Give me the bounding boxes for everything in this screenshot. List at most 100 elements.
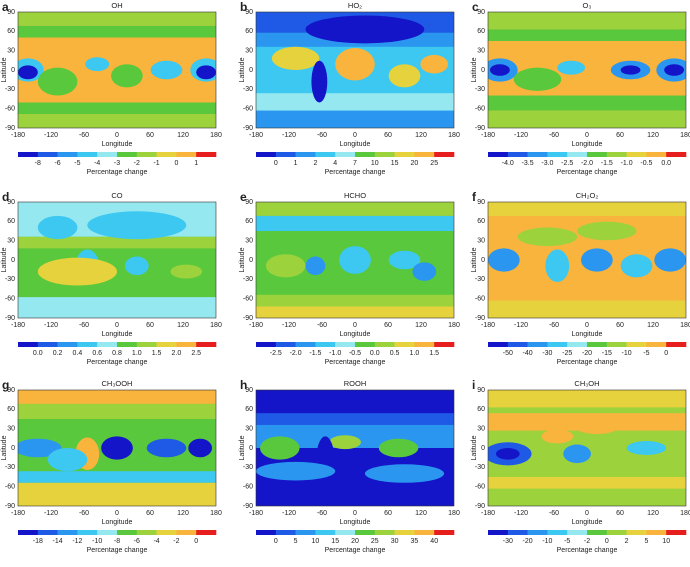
colorbar-tick-label: 2.5	[191, 350, 201, 357]
contour-region	[364, 464, 445, 483]
colorbar-tick-label: 0.0	[370, 350, 380, 357]
contour-region	[626, 441, 667, 455]
y-tick-label: -90	[5, 503, 15, 510]
panel-title: CO	[111, 191, 122, 200]
contour-band	[18, 25, 216, 38]
x-tick-label: -120	[514, 132, 528, 139]
y-axis-label: Latitude	[1, 435, 8, 460]
colorbar-segment	[37, 530, 58, 535]
map-field	[256, 390, 454, 506]
colorbar-segment	[414, 152, 435, 157]
colorbar-segment	[567, 530, 588, 535]
y-tick-label: -30	[475, 276, 485, 283]
x-tick-label: 180	[210, 132, 222, 139]
colorbar-tick-label: 40	[430, 538, 438, 545]
colorbar-tick-label: 0.0	[661, 160, 671, 167]
contour-region	[495, 448, 520, 460]
y-axis-label: Latitude	[471, 435, 478, 460]
y-tick-label: -90	[243, 503, 253, 510]
colorbar-label: Percentage change	[325, 547, 386, 554]
colorbar-label: Percentage change	[325, 359, 386, 366]
colorbar-tick-label: -14	[53, 538, 63, 545]
x-tick-label: 180	[448, 322, 460, 329]
y-tick-label: 0	[249, 445, 253, 452]
colorbar-segment	[57, 342, 78, 347]
x-tick-label: -120	[44, 510, 58, 517]
y-tick-label: -60	[475, 106, 485, 113]
colorbar-segment	[527, 530, 548, 535]
colorbar-tick-label: 0.5	[390, 350, 400, 357]
x-tick-label: -120	[282, 322, 296, 329]
y-tick-label: 90	[477, 387, 485, 394]
y-tick-label: 0	[11, 445, 15, 452]
colorbar-segment	[488, 530, 509, 535]
contour-band	[256, 93, 454, 111]
x-axis-label: Longitude	[572, 331, 603, 338]
colorbar-segment	[97, 530, 118, 535]
colorbar-tick-label: -5	[74, 160, 80, 167]
contour-band	[488, 390, 686, 408]
colorbar-segment	[18, 152, 39, 157]
colorbar-segment	[136, 342, 157, 347]
colorbar-tick-label: 25	[371, 538, 379, 545]
contour-region	[259, 436, 300, 460]
colorbar-tick-label: 0	[274, 160, 278, 167]
y-tick-label: 60	[7, 218, 15, 225]
colorbar-tick-label: 15	[391, 160, 399, 167]
x-tick-label: 60	[146, 132, 154, 139]
colorbar-segment	[434, 530, 455, 535]
contour-region	[265, 254, 306, 278]
map-field	[488, 202, 686, 318]
x-tick-label: 0	[353, 132, 357, 139]
x-tick-label: 120	[177, 510, 189, 517]
contour-region	[85, 57, 110, 72]
panel-letter: f	[472, 190, 477, 204]
colorbar-tick-label: -1.0	[621, 160, 633, 167]
y-tick-label: -60	[243, 296, 253, 303]
y-tick-label: -60	[243, 106, 253, 113]
colorbar-segment	[666, 152, 687, 157]
colorbar-segment	[646, 152, 667, 157]
x-tick-label: -120	[44, 322, 58, 329]
map-field	[18, 202, 216, 318]
y-tick-label: -30	[243, 276, 253, 283]
colorbar-tick-label: -20	[523, 538, 533, 545]
colorbar-label: Percentage change	[557, 359, 618, 366]
contour-band	[488, 110, 686, 128]
colorbar-tick-label: 2	[625, 538, 629, 545]
colorbar-label: Percentage change	[87, 359, 148, 366]
contour-region	[420, 54, 449, 74]
colorbar-segment	[355, 530, 376, 535]
contour-region	[541, 429, 574, 444]
colorbar-tick-label: -10	[92, 538, 102, 545]
colorbar-tick-label: 10	[662, 538, 670, 545]
panel-title: O₃	[583, 1, 592, 10]
colorbar-segment	[587, 342, 608, 347]
colorbar-tick-label: 0	[194, 538, 198, 545]
contour-region	[513, 67, 562, 91]
panel: f CH₂O₂ 90 60 30 0 -30 -60 -90-180 -120 -60 0 60 120 1…	[471, 190, 690, 366]
colorbar-tick-label: 0.8	[112, 350, 122, 357]
colorbar-segment	[606, 152, 627, 157]
x-tick-label: -60	[549, 132, 559, 139]
y-tick-label: 60	[245, 406, 253, 413]
contour-band	[256, 215, 454, 231]
contour-band	[18, 114, 216, 128]
y-tick-label: -90	[5, 125, 15, 132]
y-tick-label: -30	[243, 86, 253, 93]
colorbar-tick-label: 0	[274, 538, 278, 545]
x-tick-label: 0	[353, 510, 357, 517]
y-tick-label: 90	[245, 387, 253, 394]
y-tick-label: -60	[5, 484, 15, 491]
x-axis-label: Longitude	[102, 519, 133, 526]
colorbar-segment	[275, 530, 296, 535]
panel-letter: h	[240, 378, 247, 392]
colorbar-segment	[374, 342, 395, 347]
panel-title: HO₂	[348, 1, 362, 10]
y-tick-label: 30	[477, 238, 485, 245]
colorbar-tick-label: 0.4	[73, 350, 83, 357]
colorbar-tick-label: -5	[643, 350, 649, 357]
contour-region	[573, 415, 621, 435]
x-tick-label: 60	[146, 510, 154, 517]
